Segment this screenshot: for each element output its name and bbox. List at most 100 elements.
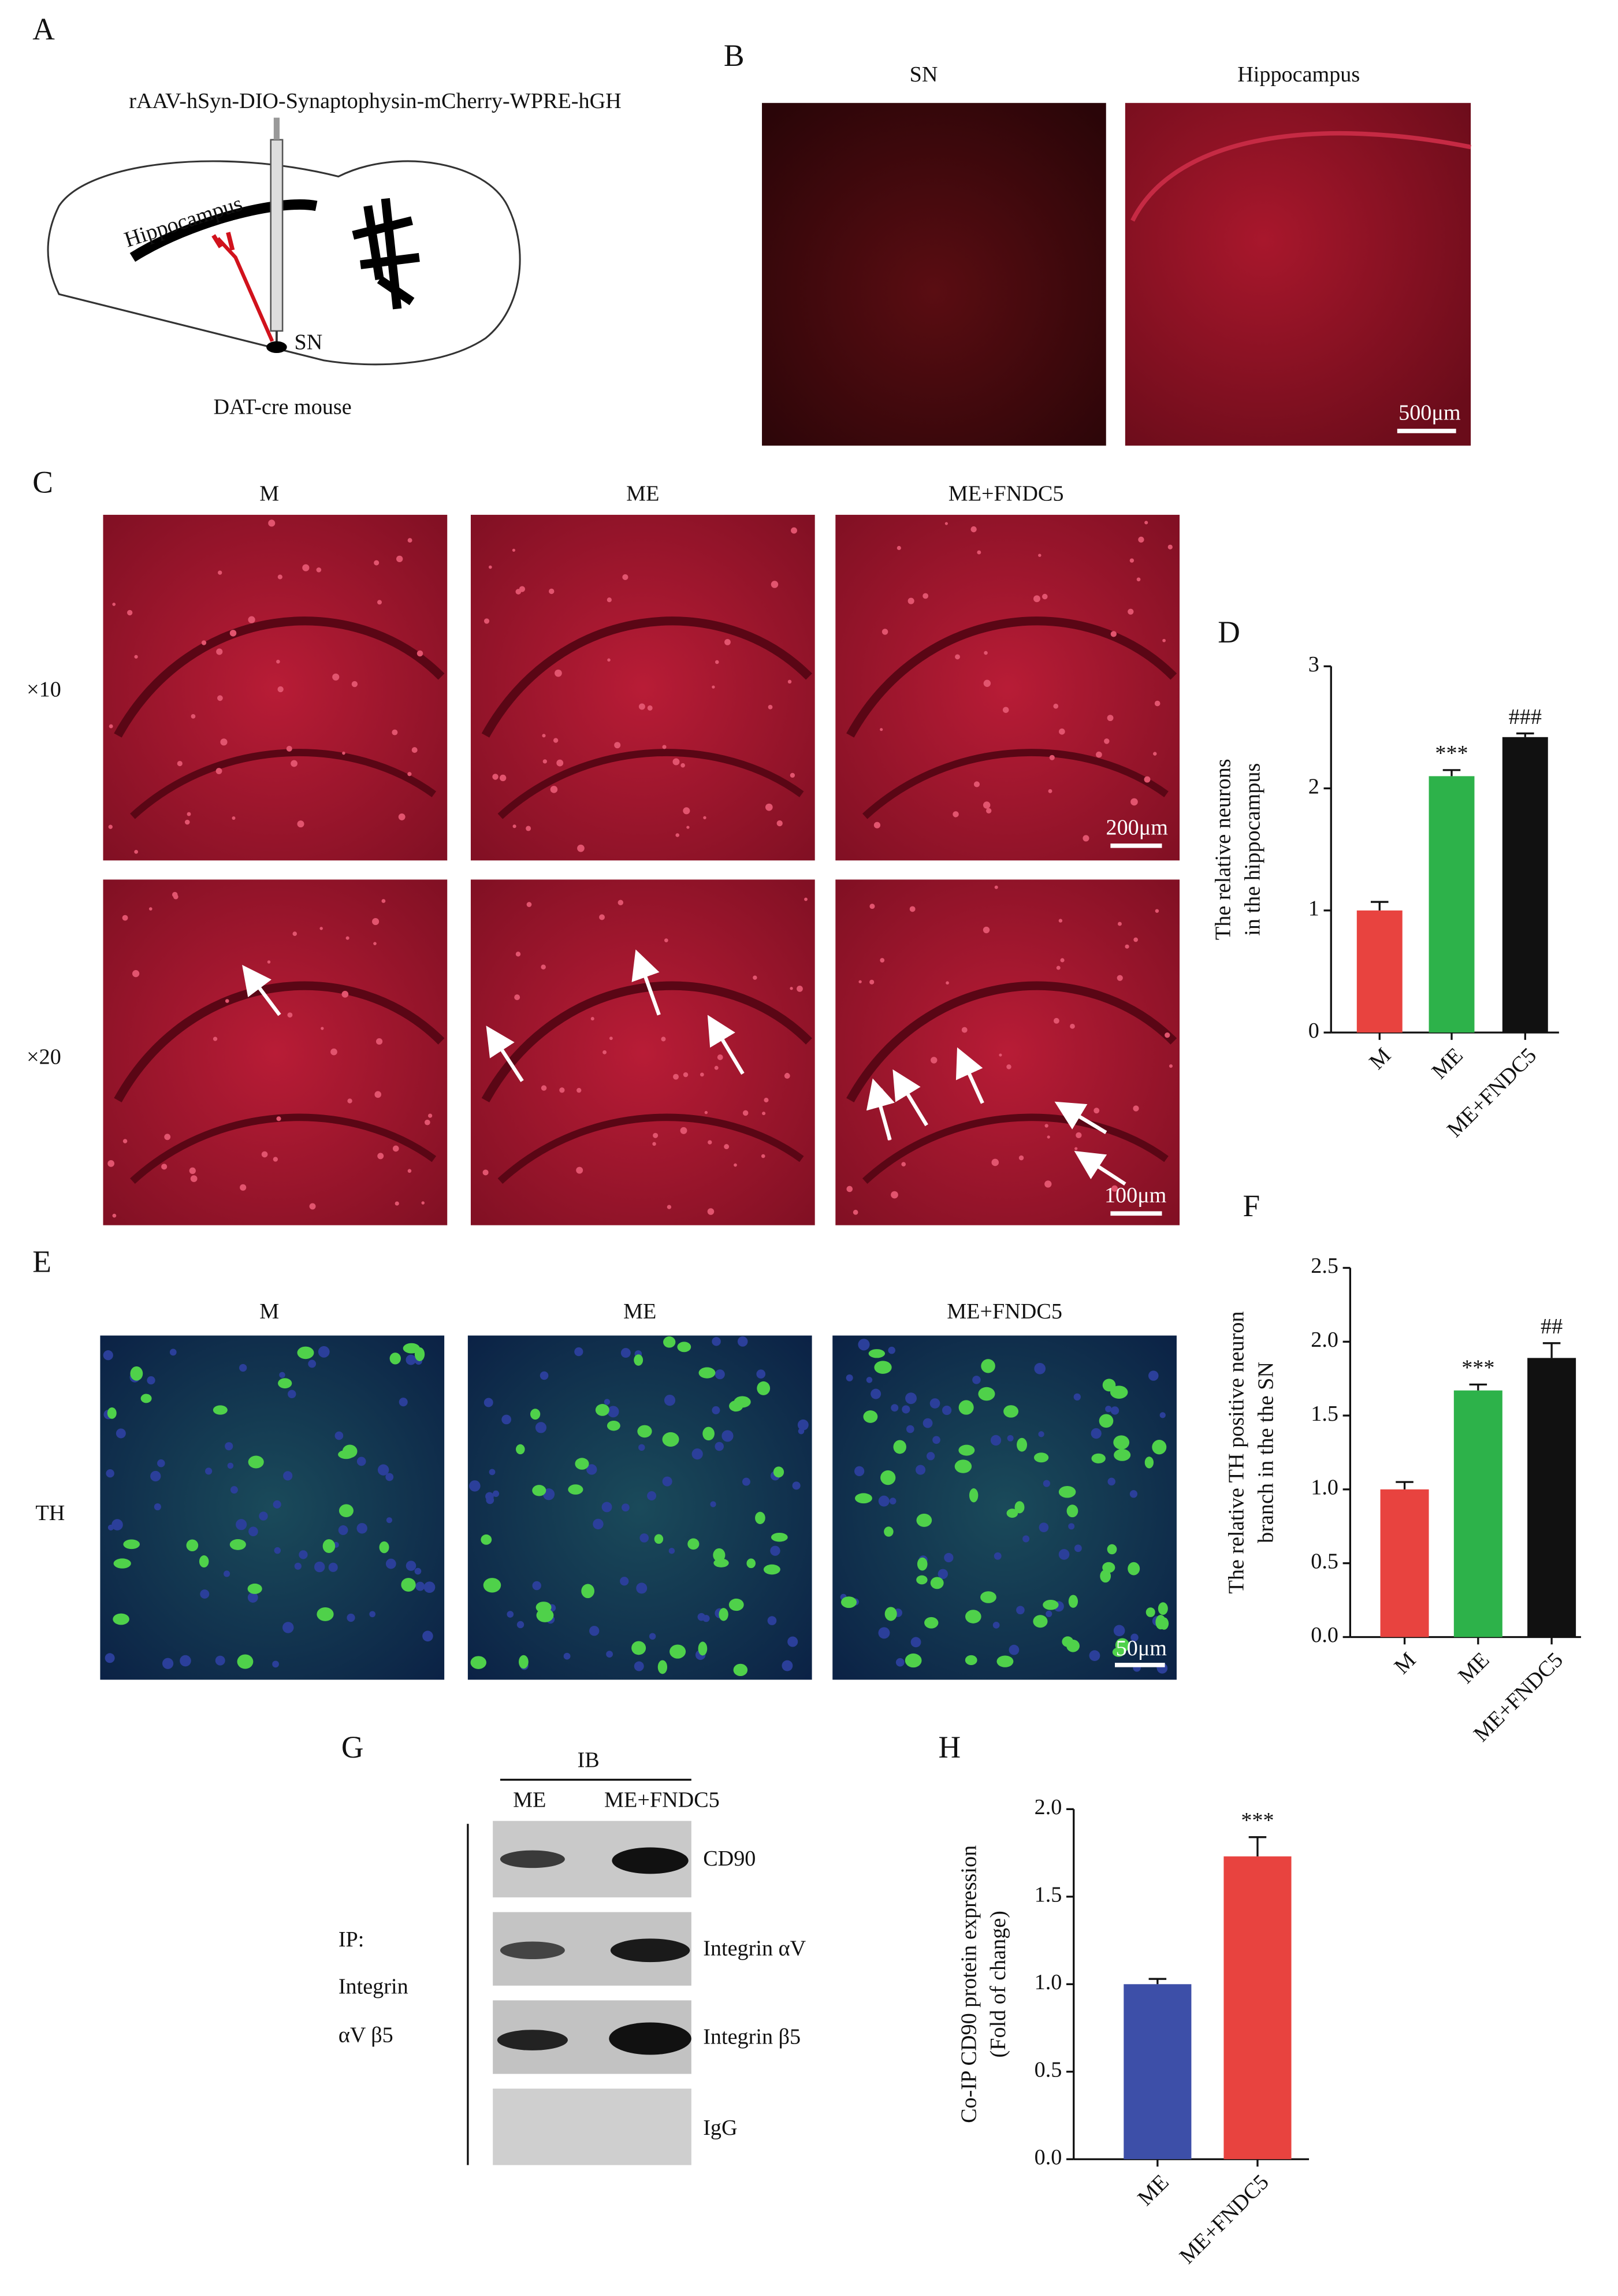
micrograph — [103, 879, 448, 1225]
cell — [686, 826, 690, 829]
neuron — [248, 1455, 264, 1469]
y-tick-label: 1 — [1308, 897, 1319, 921]
nucleus — [620, 1348, 631, 1358]
cell — [1006, 1064, 1011, 1069]
cell — [392, 1145, 399, 1152]
neuron — [884, 1607, 897, 1621]
cell — [1129, 558, 1135, 563]
nucleus — [1129, 1490, 1138, 1498]
nucleus — [622, 1503, 630, 1512]
neuron — [713, 1558, 729, 1567]
y-tick-label: 0.5 — [1311, 1549, 1338, 1573]
cell — [1167, 544, 1173, 549]
nucleus — [691, 1448, 703, 1460]
cell — [225, 999, 229, 1003]
cell — [267, 960, 271, 964]
neuron — [631, 1641, 646, 1655]
cell — [602, 1050, 607, 1054]
nucleus — [356, 1523, 367, 1534]
cell — [112, 603, 116, 606]
arrow — [631, 949, 661, 1016]
cell — [515, 952, 521, 957]
x-tick-label: ME — [1133, 2170, 1174, 2210]
brain-schematic — [47, 117, 521, 366]
nucleus — [259, 1511, 268, 1521]
layer — [497, 1113, 804, 1184]
cell — [804, 897, 808, 901]
cell — [407, 1169, 412, 1173]
scale-bar-label: 100μm — [1104, 1183, 1167, 1208]
cell — [177, 760, 183, 767]
cell — [276, 1116, 281, 1121]
neuron — [575, 1458, 589, 1470]
neuron — [677, 1342, 691, 1353]
neuron — [954, 1459, 972, 1473]
cell — [287, 1012, 293, 1018]
arrow — [955, 1047, 984, 1104]
cell — [411, 747, 418, 753]
cell — [1060, 958, 1065, 963]
cell — [576, 1088, 582, 1093]
cell — [797, 986, 803, 992]
cell — [1044, 1180, 1052, 1188]
hippocampus-image — [1125, 103, 1471, 446]
tissue-edge — [1130, 131, 1471, 222]
cell — [550, 786, 558, 793]
cell — [542, 759, 547, 764]
neuron — [1099, 1414, 1114, 1428]
nucleus — [902, 1405, 910, 1414]
y-axis-label: Co-IP CD90 protein expression — [957, 1845, 981, 2123]
band-label: CD90 — [703, 1847, 756, 1871]
neuron — [930, 1577, 944, 1589]
scale-bar-label: 200μm — [1106, 816, 1169, 840]
row-label: ×20 — [27, 1045, 61, 1069]
neuron — [916, 1513, 932, 1527]
cell — [614, 742, 621, 749]
band-label: IgG — [703, 2116, 737, 2140]
nucleus — [606, 1651, 613, 1658]
cell — [790, 987, 793, 990]
bar — [1453, 1390, 1502, 1637]
y-tick-label: 2.5 — [1311, 1254, 1338, 1278]
cell — [647, 705, 653, 711]
nucleus — [563, 1652, 571, 1660]
nucleus — [224, 1570, 230, 1577]
cell — [909, 906, 916, 912]
cell — [761, 1154, 765, 1158]
nucleus — [338, 1525, 348, 1535]
error-bar — [1442, 769, 1461, 777]
cell — [381, 899, 386, 903]
nucleus — [891, 1404, 899, 1412]
nucleus — [157, 1459, 165, 1467]
nucleus — [593, 1518, 604, 1530]
cell — [712, 685, 715, 689]
panel-label: F — [1243, 1188, 1260, 1223]
cell — [526, 826, 531, 831]
cell — [1144, 521, 1148, 525]
nucleus — [308, 1359, 317, 1368]
nucleus — [239, 1364, 247, 1372]
bar — [1527, 1358, 1576, 1637]
cell — [1133, 937, 1139, 942]
cell — [753, 975, 757, 980]
cell — [1018, 1155, 1024, 1161]
neuron — [1145, 1607, 1155, 1617]
cell — [999, 1053, 1002, 1057]
neuron — [1033, 1452, 1049, 1463]
neuron — [874, 1361, 892, 1374]
neuron — [1114, 1448, 1131, 1461]
cell — [683, 1072, 689, 1078]
band-label: Integrin β5 — [703, 2024, 801, 2049]
cell — [897, 545, 901, 551]
cell — [675, 833, 680, 837]
cell — [309, 1203, 316, 1210]
nucleus — [1159, 1412, 1166, 1418]
nucleus — [664, 1395, 676, 1406]
panel-label: B — [724, 38, 745, 73]
micrograph — [835, 515, 1180, 861]
nucleus — [489, 1469, 496, 1476]
row-label: ×10 — [27, 677, 61, 701]
neuron — [1158, 1602, 1168, 1615]
nucleus — [283, 1471, 293, 1481]
